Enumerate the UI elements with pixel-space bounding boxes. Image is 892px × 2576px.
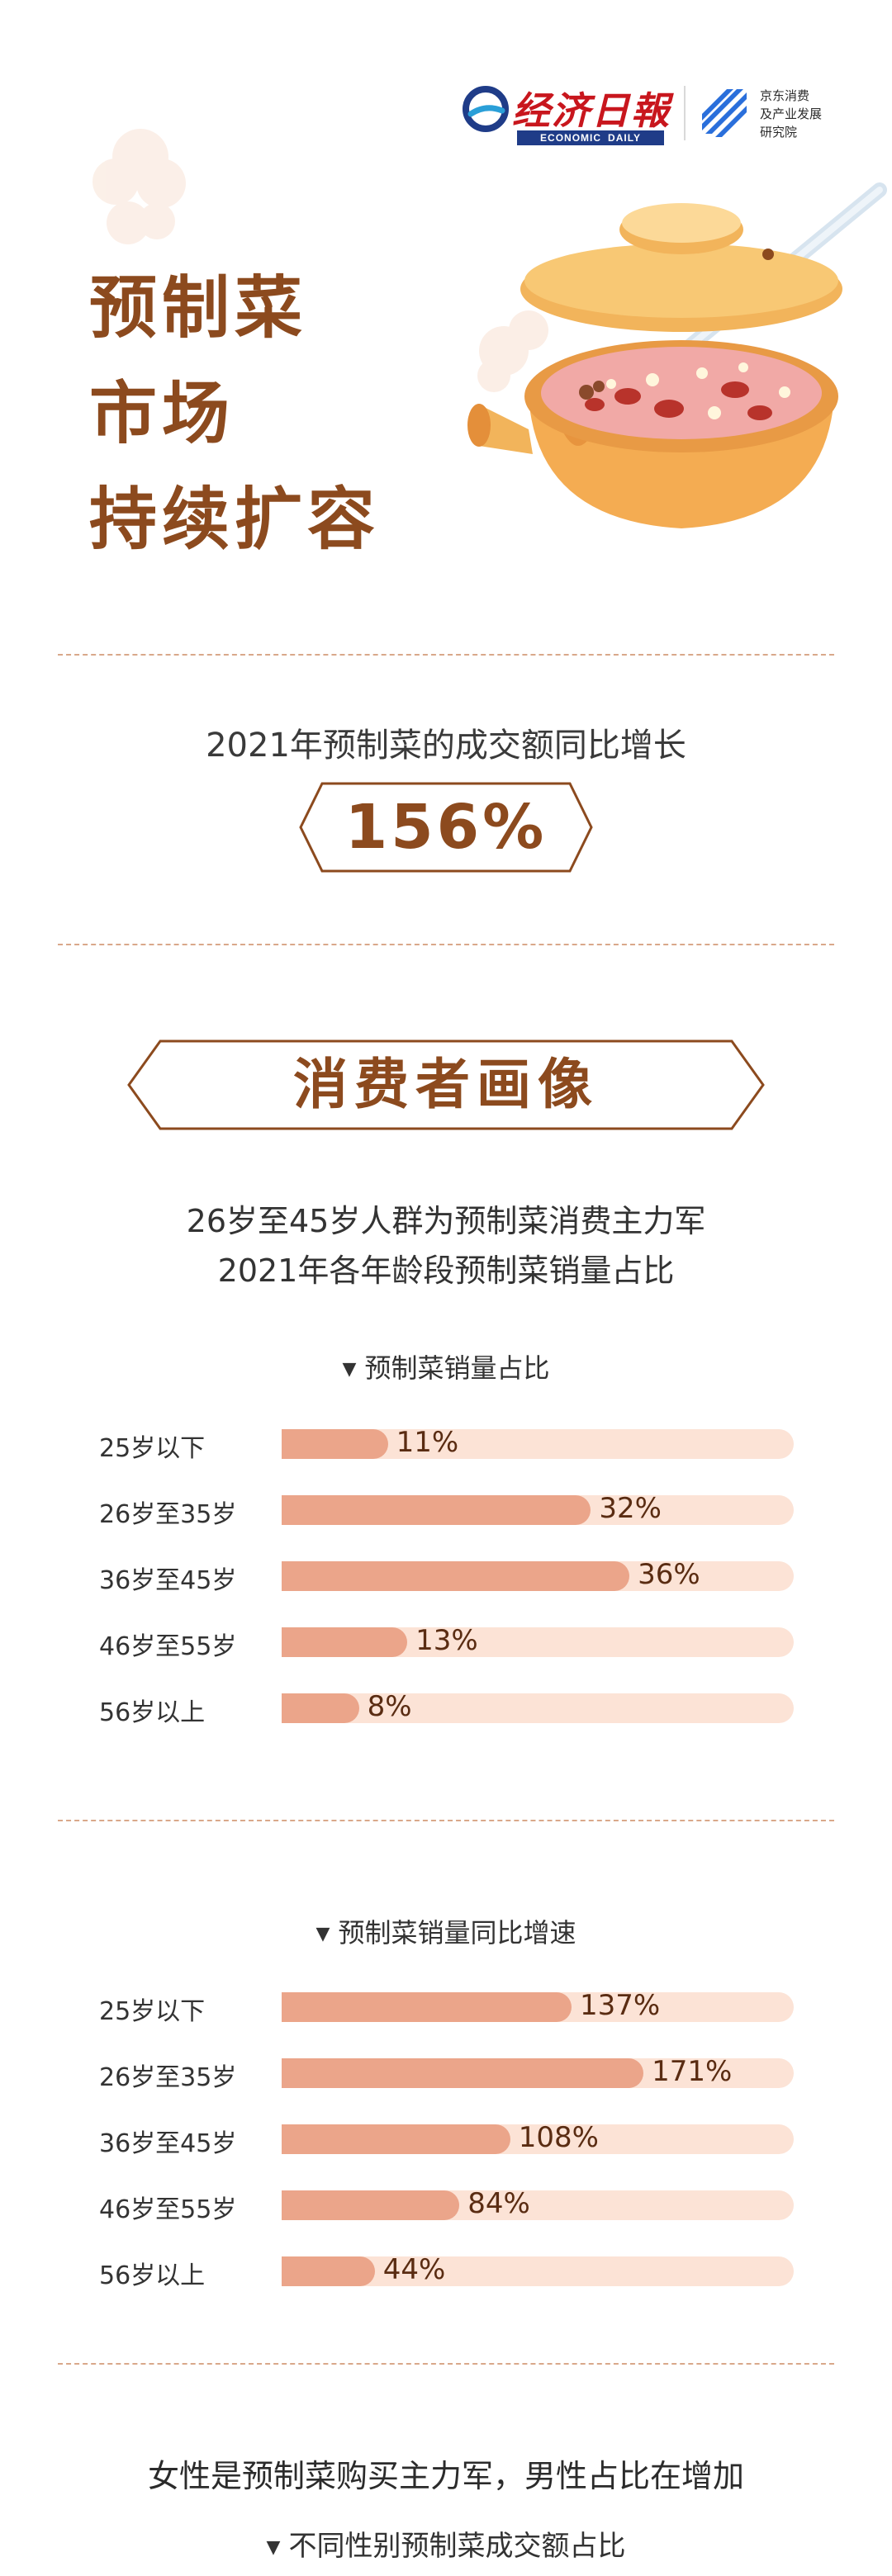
hero-title-line: 持续扩容 xyxy=(89,481,381,559)
section-subtitle: 26岁至45岁人群为预制菜消费主力军 xyxy=(186,1203,706,1239)
value-label: 13% xyxy=(415,1624,478,1657)
logo-divider xyxy=(684,86,686,140)
dashed-divider xyxy=(58,654,834,656)
jd-line: 京东消费 xyxy=(760,89,810,103)
bar-row: 26岁至35岁 171% xyxy=(0,2053,892,2093)
bar xyxy=(282,2256,375,2286)
section-subtitle: 2021年各年龄段预制菜销量占比 xyxy=(217,1252,675,1289)
bar xyxy=(282,1495,591,1525)
chart-title: ▼ 预制菜销量同比增速 xyxy=(0,1912,892,1950)
jd-institute-emblem-icon xyxy=(702,89,747,137)
bar-row: 56岁以上 44% xyxy=(0,2252,892,2291)
bar-row: 36岁至45岁 108% xyxy=(0,2119,892,2159)
brand-en-right: DAILY xyxy=(608,132,641,144)
value-label: 44% xyxy=(382,2253,446,2286)
bar xyxy=(282,1627,408,1657)
category-label: 46岁至55岁 xyxy=(99,2195,237,2224)
value-label: 108% xyxy=(518,2121,599,2154)
category-label: 56岁以上 xyxy=(99,1698,206,1727)
category-label: 26岁至35岁 xyxy=(99,2063,237,2092)
clay-pot-icon xyxy=(467,182,887,528)
triangle-down-icon: ▼ xyxy=(316,1924,330,1944)
value-label: 32% xyxy=(599,1492,662,1525)
value-label: 36% xyxy=(638,1558,700,1591)
triangle-down-icon: ▼ xyxy=(266,2537,281,2558)
bar-row: 56岁以上 8% xyxy=(0,1688,892,1728)
hero-title: 预制菜 市场 持续扩容 xyxy=(89,256,380,573)
hexagon-frame-icon xyxy=(127,1039,765,1130)
brand-en-left: ECONOMIC xyxy=(540,132,602,144)
value-label: 11% xyxy=(396,1426,459,1459)
section-title-badge: 消费者画像 xyxy=(126,1039,766,1131)
bar-row: 46岁至55岁 13% xyxy=(0,1622,892,1662)
section-title: 消费者画像 xyxy=(293,1053,599,1116)
bar-row: 26岁至35岁 32% xyxy=(0,1490,892,1530)
category-label: 36岁至45岁 xyxy=(99,2129,237,2158)
stat-value-badge: 156% xyxy=(297,780,595,874)
value-label: 8% xyxy=(367,1690,412,1723)
bar xyxy=(282,1561,630,1591)
jd-line: 及产业发展 xyxy=(760,107,823,121)
bar-row: 25岁以下 137% xyxy=(0,1987,892,2027)
hero-title-line: 预制菜 xyxy=(89,269,308,348)
triangle-down-icon: ▼ xyxy=(342,1359,357,1380)
bar xyxy=(282,2058,644,2088)
jd-line: 研究院 xyxy=(760,125,798,140)
jd-institute-name: 京东消费 及产业发展 研究院 xyxy=(760,88,822,142)
stat-value: 156% xyxy=(344,792,548,863)
category-label: 26岁至35岁 xyxy=(99,1500,237,1529)
bar xyxy=(282,1429,388,1459)
bar-row: 46岁至55岁 84% xyxy=(0,2185,892,2225)
stat-caption: 2021年预制菜的成交额同比增长 xyxy=(206,727,686,765)
category-label: 46岁至55岁 xyxy=(99,1632,237,1661)
bar xyxy=(282,2190,460,2220)
category-label: 56岁以上 xyxy=(99,2261,206,2290)
value-label: 137% xyxy=(579,1989,661,2022)
steam-cloud-icon xyxy=(93,129,186,244)
value-label: 84% xyxy=(467,2187,530,2220)
gender-headline: 女性是预制菜购买主力军，男性占比在增加 xyxy=(147,2458,744,2494)
value-label: 171% xyxy=(652,2055,733,2088)
bar xyxy=(282,2124,510,2154)
bar-row: 25岁以下 11% xyxy=(0,1424,892,1464)
economic-daily-logo: 经济日報 ECONOMIC DAILY xyxy=(463,81,669,147)
hero-title-line: 市场 xyxy=(89,375,235,453)
brand-cn: 经济日報 xyxy=(512,88,671,133)
dashed-divider xyxy=(58,1820,834,1821)
chart-title: ▼ 不同性别预制菜成交额占比 xyxy=(0,2523,892,2564)
economic-daily-emblem-icon xyxy=(463,86,509,132)
bar xyxy=(282,1992,572,2022)
bar xyxy=(282,1693,359,1723)
brand-en: ECONOMIC DAILY xyxy=(517,130,664,145)
chart-title-text: 预制菜销量同比增速 xyxy=(338,1917,576,1949)
chart-title: ▼ 预制菜销量占比 xyxy=(0,1347,892,1385)
bar-track xyxy=(282,1693,794,1723)
chart-title-text: 不同性别预制菜成交额占比 xyxy=(288,2530,626,2563)
hexagon-frame-icon xyxy=(299,782,593,873)
chart-title-text: 预制菜销量占比 xyxy=(364,1352,550,1384)
dashed-divider xyxy=(58,2363,834,2365)
bar-row: 36岁至45岁 36% xyxy=(0,1556,892,1596)
category-label: 25岁以下 xyxy=(99,1997,206,2026)
category-label: 25岁以下 xyxy=(99,1434,206,1463)
dashed-divider xyxy=(58,944,834,945)
category-label: 36岁至45岁 xyxy=(99,1566,237,1595)
